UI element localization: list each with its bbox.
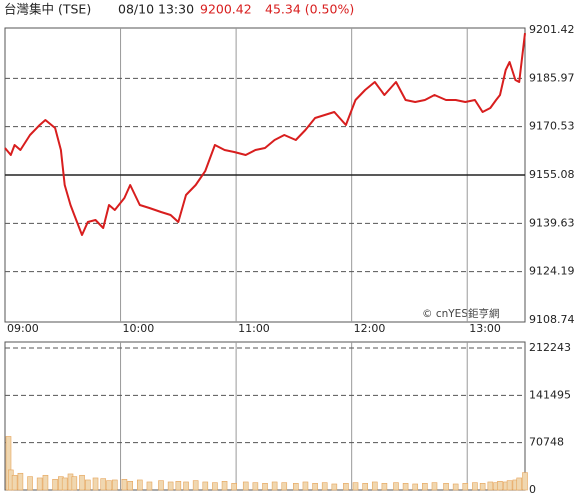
volume-bar <box>362 483 368 491</box>
y-tick-label: 9170.53 <box>529 120 575 133</box>
volume-bar <box>121 478 128 491</box>
volume-bar <box>183 481 189 491</box>
volume-bar <box>71 476 78 491</box>
volume-bar <box>175 481 182 491</box>
volume-bar <box>343 483 349 491</box>
x-tick-label: 12:00 <box>354 322 386 335</box>
x-tick-label: 09:00 <box>7 322 39 335</box>
y-tick-label: 9201.42 <box>529 23 575 36</box>
volume-bar <box>61 477 68 491</box>
volume-bar <box>11 474 18 491</box>
volume-bar <box>271 481 278 491</box>
x-tick-label: 11:00 <box>238 322 270 335</box>
volume-bar <box>221 481 228 491</box>
y-tick-label: 141495 <box>529 388 571 401</box>
volume-bar <box>422 483 428 491</box>
volume-bar <box>146 481 153 491</box>
volume-bar <box>522 472 528 491</box>
volume-bar <box>192 480 199 491</box>
x-tick-label: 10:00 <box>123 322 155 335</box>
x-tick-label: 13:00 <box>469 322 501 335</box>
watermark: © cnYES鉅亨網 <box>422 307 499 320</box>
volume-bar <box>402 483 409 491</box>
volume-bar <box>127 481 133 491</box>
volume-bar <box>202 481 209 491</box>
volume-bar <box>85 479 91 491</box>
y-tick-label: 9108.74 <box>529 313 575 326</box>
volume-bar <box>381 483 388 491</box>
y-tick-label: 9139.63 <box>529 216 575 229</box>
volume-bar <box>293 483 299 491</box>
volume-bar <box>42 474 49 491</box>
volume-bar <box>506 480 513 491</box>
volume-bar <box>111 479 118 491</box>
volume-bar <box>36 477 43 491</box>
volume-bar <box>321 482 328 491</box>
volume-bar <box>312 483 318 491</box>
y-tick-label: 9155.08 <box>529 168 575 181</box>
volume-bar <box>52 478 58 491</box>
volume-bar <box>262 483 268 491</box>
price-line <box>4 32 526 236</box>
y-tick-label: 212243 <box>529 341 571 354</box>
volume-bar <box>352 482 359 491</box>
volume-bar <box>231 483 237 491</box>
volume-bar <box>27 476 33 491</box>
y-tick-label: 9185.97 <box>529 71 575 84</box>
volume-bar <box>371 481 378 491</box>
volume-bar <box>393 482 399 491</box>
volume-bar <box>462 483 469 491</box>
volume-bar <box>106 480 112 491</box>
volume-bar <box>516 477 523 491</box>
y-tick-label: 9124.19 <box>529 265 575 278</box>
volume-bar <box>100 478 107 491</box>
volume-bar <box>158 480 164 491</box>
volume-bar <box>412 483 419 491</box>
volume-bar <box>167 481 174 491</box>
volume-bar <box>17 472 24 491</box>
volume-bar <box>443 483 449 491</box>
volume-bar <box>487 481 494 491</box>
volume-bar <box>212 482 218 491</box>
y-tick-label: 0 <box>529 483 536 496</box>
volume-bar <box>92 477 99 491</box>
change: 45.34 (0.50%) <box>265 2 354 17</box>
index-name: 台灣集中 (TSE) <box>4 2 91 17</box>
volume-bar <box>302 481 309 491</box>
y-tick-label: 70748 <box>529 436 564 449</box>
volume-bar <box>479 483 486 491</box>
volume-bar <box>331 483 338 491</box>
volume-bar <box>431 482 438 491</box>
timestamp: 08/10 13:30 <box>118 2 194 17</box>
price: 9200.42 <box>200 2 252 17</box>
volume-bar <box>242 481 249 491</box>
volume-bar <box>472 482 478 491</box>
volume-bar <box>281 482 288 491</box>
volume-bar <box>497 481 503 491</box>
volume-bar <box>452 483 459 491</box>
volume-bar <box>79 474 85 491</box>
volume-bar <box>252 482 259 491</box>
volume-bar <box>137 479 143 491</box>
